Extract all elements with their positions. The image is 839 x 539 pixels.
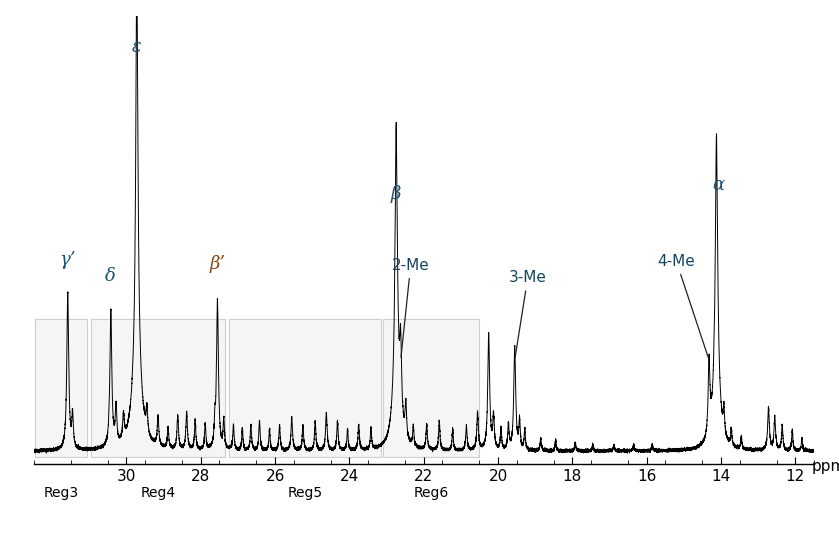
Bar [91,319,225,457]
Text: 4-Me: 4-Me [658,254,708,357]
Text: 3-Me: 3-Me [508,271,547,357]
Text: 2-Me: 2-Me [392,258,430,357]
Text: δ: δ [106,267,117,286]
Bar [228,319,381,457]
Text: Reg6: Reg6 [414,486,449,500]
Text: β’: β’ [210,255,226,273]
Text: γ’: γ’ [60,251,76,269]
Bar [383,319,479,457]
Text: Reg4: Reg4 [140,486,175,500]
Bar [35,319,87,457]
Text: ε: ε [132,38,142,56]
Text: α: α [712,176,724,194]
Text: Reg5: Reg5 [287,486,322,500]
Text: ppm: ppm [812,459,839,474]
Text: Reg3: Reg3 [44,486,79,500]
Text: β: β [391,184,401,203]
